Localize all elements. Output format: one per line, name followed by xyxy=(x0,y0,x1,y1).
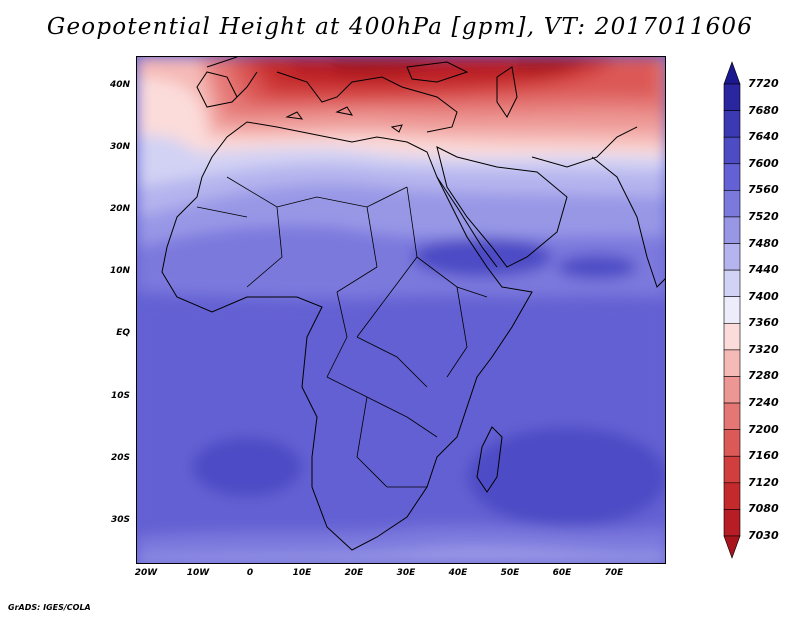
colorbar-segment xyxy=(723,296,741,324)
y-tick-20S: 20S xyxy=(110,453,130,463)
colorbar-segment xyxy=(723,376,741,404)
x-tick-60E: 60E xyxy=(552,568,572,578)
colorbar-label: 7680 xyxy=(748,103,779,117)
x-tick-20E: 20E xyxy=(344,568,364,578)
map-panel[interactable] xyxy=(136,56,666,564)
x-tick-10E: 10E xyxy=(292,568,312,578)
colorbar-label: 7320 xyxy=(748,342,779,356)
colorbar-label: 7120 xyxy=(748,475,779,489)
colorbar-segment xyxy=(723,349,741,377)
y-tick-10S: 10S xyxy=(110,391,130,401)
colorbar-label: 7360 xyxy=(748,316,779,330)
colorbar-segment xyxy=(723,243,741,271)
colorbar-label: 7240 xyxy=(748,396,779,410)
y-tick-10N: 10N xyxy=(109,266,130,276)
y-tick-eq: EQ xyxy=(116,328,130,338)
x-tick-70E: 70E xyxy=(604,568,624,578)
x-tick-30E: 30E xyxy=(396,568,416,578)
colorbar-label: 7640 xyxy=(748,130,779,144)
colorbar-label: 7440 xyxy=(748,263,779,277)
colorbar-segment xyxy=(723,509,741,537)
x-tick-20W: 20W xyxy=(134,568,158,578)
field-bands xyxy=(137,57,665,563)
colorbar-label: 7200 xyxy=(748,422,779,436)
colorbar-segment xyxy=(723,455,741,484)
colorbar-bottom-triangle xyxy=(723,535,741,559)
colorbar-label: 7600 xyxy=(748,156,779,170)
colorbar-top-triangle xyxy=(723,61,741,85)
coastlines xyxy=(161,57,665,551)
x-tick-0: 0 xyxy=(246,568,254,578)
y-tick-30S: 30S xyxy=(110,515,130,525)
colorbar-segment xyxy=(723,402,741,430)
credit-text: GrADS: IGES/COLA xyxy=(8,603,91,612)
colorbar-segment xyxy=(723,190,741,218)
y-tick-20N: 20N xyxy=(109,204,130,214)
colorbar-label: 7280 xyxy=(748,369,779,383)
colorbar-segment xyxy=(723,136,741,165)
country-borders xyxy=(196,176,488,488)
colorbar-segment xyxy=(723,163,741,191)
colorbar-segment xyxy=(723,322,741,351)
colorbar-segment xyxy=(723,83,741,111)
x-tick-50E: 50E xyxy=(500,568,520,578)
colorbar-label: 7080 xyxy=(748,502,779,516)
colorbar-label: 7560 xyxy=(748,183,779,197)
colorbar-segment xyxy=(723,429,741,457)
y-tick-30N: 30N xyxy=(109,142,130,152)
colorbar-label: 7400 xyxy=(748,289,779,303)
colorbar-label: 7160 xyxy=(748,449,779,463)
colorbar-segment xyxy=(723,482,741,510)
colorbar-label: 7720 xyxy=(748,77,779,90)
colorbar-label: 7030 xyxy=(748,529,779,542)
chart-title: Geopotential Height at 400hPa [gpm], VT:… xyxy=(46,14,754,40)
colorbar-segment xyxy=(723,269,741,298)
colorbar-segment xyxy=(723,110,741,138)
x-tick-40E: 40E xyxy=(448,568,468,578)
colorbar-label: 7520 xyxy=(748,209,779,223)
colorbar-segment xyxy=(723,216,741,244)
colorbar-label: 7480 xyxy=(748,236,779,250)
x-tick-10W: 10W xyxy=(186,568,210,578)
y-tick-40N: 40N xyxy=(109,80,130,90)
height-field-map xyxy=(137,57,665,563)
